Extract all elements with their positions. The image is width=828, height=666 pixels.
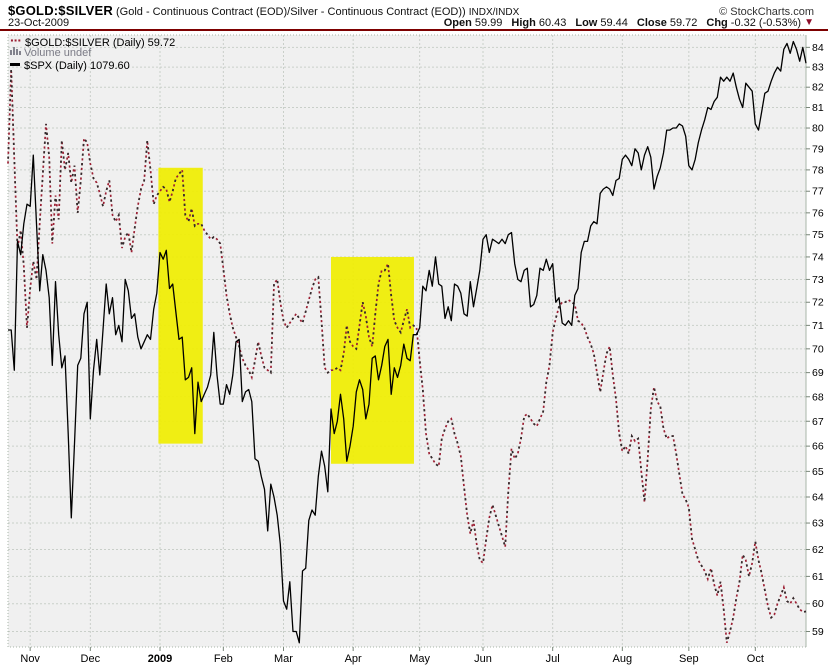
symbol-title: $GOLD:$SILVER (8, 3, 113, 18)
y-axis-label: 73 (812, 274, 824, 286)
high-label: High (511, 17, 536, 29)
volume-bars-icon (10, 47, 21, 56)
legend-item-volume: Volume undef (10, 47, 175, 60)
y-axis-label: 59 (812, 626, 824, 638)
y-axis-label: 83 (812, 62, 824, 74)
x-axis-month-label: 2009 (148, 653, 172, 665)
y-axis-label: 65 (812, 466, 824, 478)
x-axis-month-label: Apr (345, 653, 362, 665)
high-value: 60.43 (538, 17, 567, 29)
x-axis-month-label: Oct (747, 653, 764, 665)
legend-item-gold-silver: ··· $GOLD:$SILVER (Daily) 59.72 (10, 32, 176, 49)
header-divider-rule (0, 29, 828, 31)
y-axis-label: 64 (812, 492, 824, 504)
y-axis-label: 72 (812, 297, 824, 309)
x-axis-month-label: Jul (546, 653, 560, 665)
y-axis-label: 75 (812, 229, 824, 241)
y-axis-label: 66 (812, 441, 824, 453)
quote-row: 23-Oct-2009 Open 59.99 High 60.43 Low 59.44 Cl… (8, 17, 820, 29)
x-axis-month-label: Feb (214, 653, 233, 665)
close-value: 59.72 (669, 17, 698, 29)
y-axis-label: 82 (812, 82, 824, 94)
gold-silver-ratio-line-alt-dots (7, 69, 807, 644)
close-label: Close (636, 17, 667, 29)
exchange-label: INDX/INDX (468, 7, 520, 18)
dotted-line-icon: ··· (10, 32, 22, 48)
solid-line-icon (10, 63, 20, 66)
down-triangle-icon: ▼ (804, 17, 814, 28)
y-axis-label: 71 (812, 320, 824, 332)
y-axis-label: 77 (812, 186, 824, 198)
spx-overlay-line (8, 40, 807, 644)
y-axis-label: 62 (812, 544, 824, 556)
x-axis-month-label: Jun (474, 653, 492, 665)
y-axis-label: 63 (812, 518, 824, 530)
y-axis-label: 61 (812, 571, 824, 583)
y-axis-label: 74 (812, 251, 824, 263)
legend-label-volume: Volume undef (24, 47, 92, 59)
legend-label-gold-silver: $GOLD:$SILVER (Daily) 59.72 (25, 37, 176, 49)
chart-header: $GOLD:$SILVER (Gold - Continuous Contrac… (0, 0, 828, 32)
chg-value: -0.32 (-0.53%) (730, 17, 802, 29)
highlight-box (158, 167, 203, 444)
chart-legend: ··· $GOLD:$SILVER (Daily) 59.72 Volume un… (10, 32, 176, 73)
y-axis-label: 69 (812, 367, 824, 379)
y-axis-label: 68 (812, 391, 824, 403)
open-label: Open (443, 17, 472, 29)
low-value: 59.44 (600, 17, 628, 29)
y-axis-label: 84 (812, 42, 824, 54)
chg-label: Chg (706, 17, 728, 29)
y-axis-label: 60 (812, 598, 824, 610)
y-axis-label: 67 (812, 416, 824, 428)
low-label: Low (575, 17, 598, 29)
y-axis-label: 79 (812, 143, 824, 155)
x-axis-month-label: Nov (20, 653, 40, 665)
x-axis-month-label: Mar (274, 653, 293, 665)
y-axis-label: 81 (812, 102, 824, 114)
y-axis-label: 78 (812, 164, 824, 176)
title-row: $GOLD:$SILVER (Gold - Continuous Contrac… (8, 2, 820, 20)
chart-date: 23-Oct-2009 (8, 17, 70, 29)
y-axis-label: 70 (812, 343, 824, 355)
open-value: 59.99 (474, 17, 503, 29)
x-axis-month-label: Aug (613, 653, 633, 665)
symbol-description: (Gold - Continuous Contract (EOD)/Silver… (112, 6, 469, 18)
y-axis-label: 80 (812, 123, 824, 135)
ohlc-quote: Open 59.99 High 60.43 Low 59.44 Close 59.72 Chg -… (435, 17, 814, 29)
x-axis-month-label: Dec (81, 653, 101, 665)
legend-label-spx: $SPX (Daily) 1079.60 (24, 60, 130, 72)
y-axis-label: 76 (812, 207, 824, 219)
copyright-label: © StockCharts.com (719, 6, 814, 18)
x-axis-month-label: May (409, 653, 430, 665)
legend-item-spx: $SPX (Daily) 1079.60 (10, 60, 175, 73)
x-axis-month-label: Sep (679, 653, 699, 665)
